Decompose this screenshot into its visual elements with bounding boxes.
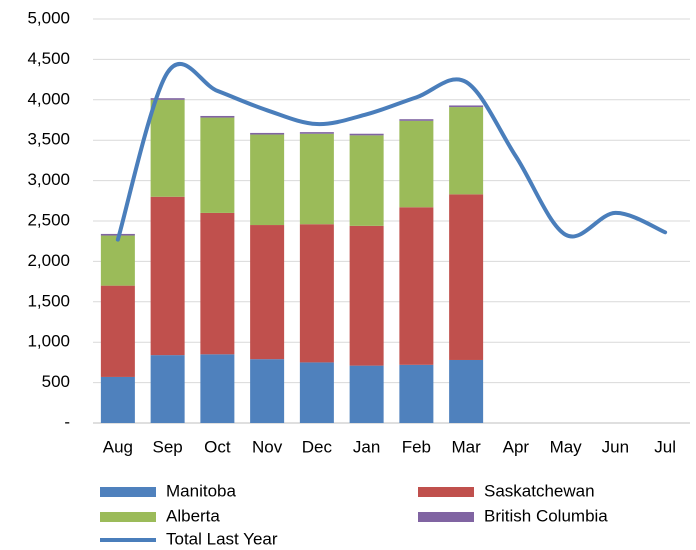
x-tick-label: Nov <box>252 437 283 456</box>
bar <box>250 359 285 423</box>
legend-swatch <box>418 512 474 522</box>
bar <box>449 359 484 423</box>
legend-label: Total Last Year <box>166 529 278 548</box>
bar <box>349 225 384 366</box>
legend-swatch <box>100 487 156 497</box>
bar <box>150 196 185 356</box>
bar <box>299 362 334 423</box>
bar <box>200 354 235 423</box>
bar <box>250 134 285 226</box>
bar <box>399 364 434 423</box>
bar <box>200 115 235 118</box>
bar <box>399 207 434 365</box>
bar <box>150 99 185 197</box>
x-tick-label: Jun <box>602 437 629 456</box>
bar <box>349 133 384 136</box>
bar <box>399 119 434 121</box>
bar <box>150 98 185 100</box>
bar <box>349 135 384 226</box>
x-tick-label: Dec <box>302 437 333 456</box>
y-tick-label: 5,000 <box>27 8 70 27</box>
bar <box>299 224 334 363</box>
bar <box>100 285 135 377</box>
y-tick-label: 1,500 <box>27 291 70 310</box>
bar <box>449 105 484 108</box>
legend-swatch <box>100 512 156 522</box>
y-tick-label: 2,000 <box>27 251 70 270</box>
x-tick-label: Aug <box>103 437 133 456</box>
x-tick-label: Sep <box>153 437 183 456</box>
y-tick-label: - <box>64 412 70 431</box>
bar <box>299 132 334 134</box>
bar <box>200 117 235 213</box>
x-tick-label: Apr <box>503 437 530 456</box>
bar <box>250 132 285 135</box>
y-tick-label: 1,000 <box>27 332 70 351</box>
bar <box>399 120 434 208</box>
legend-label: Saskatchewan <box>484 481 595 500</box>
y-tick-label: 500 <box>42 372 70 391</box>
legend-label: British Columbia <box>484 506 608 525</box>
y-tick-label: 3,500 <box>27 130 70 149</box>
y-tick-label: 2,500 <box>27 210 70 229</box>
bar <box>449 194 484 360</box>
x-tick-label: Oct <box>204 437 231 456</box>
bar <box>100 235 135 286</box>
y-tick-label: 4,000 <box>27 89 70 108</box>
bar <box>100 376 135 423</box>
x-tick-label: Feb <box>402 437 431 456</box>
legend-swatch <box>418 487 474 497</box>
bar <box>449 107 484 195</box>
x-tick-label: Jan <box>353 437 380 456</box>
x-tick-label: Jul <box>654 437 676 456</box>
legend-label: Alberta <box>166 506 220 525</box>
y-tick-label: 4,500 <box>27 49 70 68</box>
line <box>115 62 668 242</box>
bar <box>349 365 384 423</box>
bar <box>250 225 285 360</box>
x-tick-label: May <box>550 437 583 456</box>
x-tick-label: Mar <box>451 437 481 456</box>
bar <box>299 133 334 225</box>
legend-label: Manitoba <box>166 481 236 500</box>
bar <box>150 355 185 423</box>
y-tick-label: 3,000 <box>27 170 70 189</box>
bar <box>200 212 235 355</box>
